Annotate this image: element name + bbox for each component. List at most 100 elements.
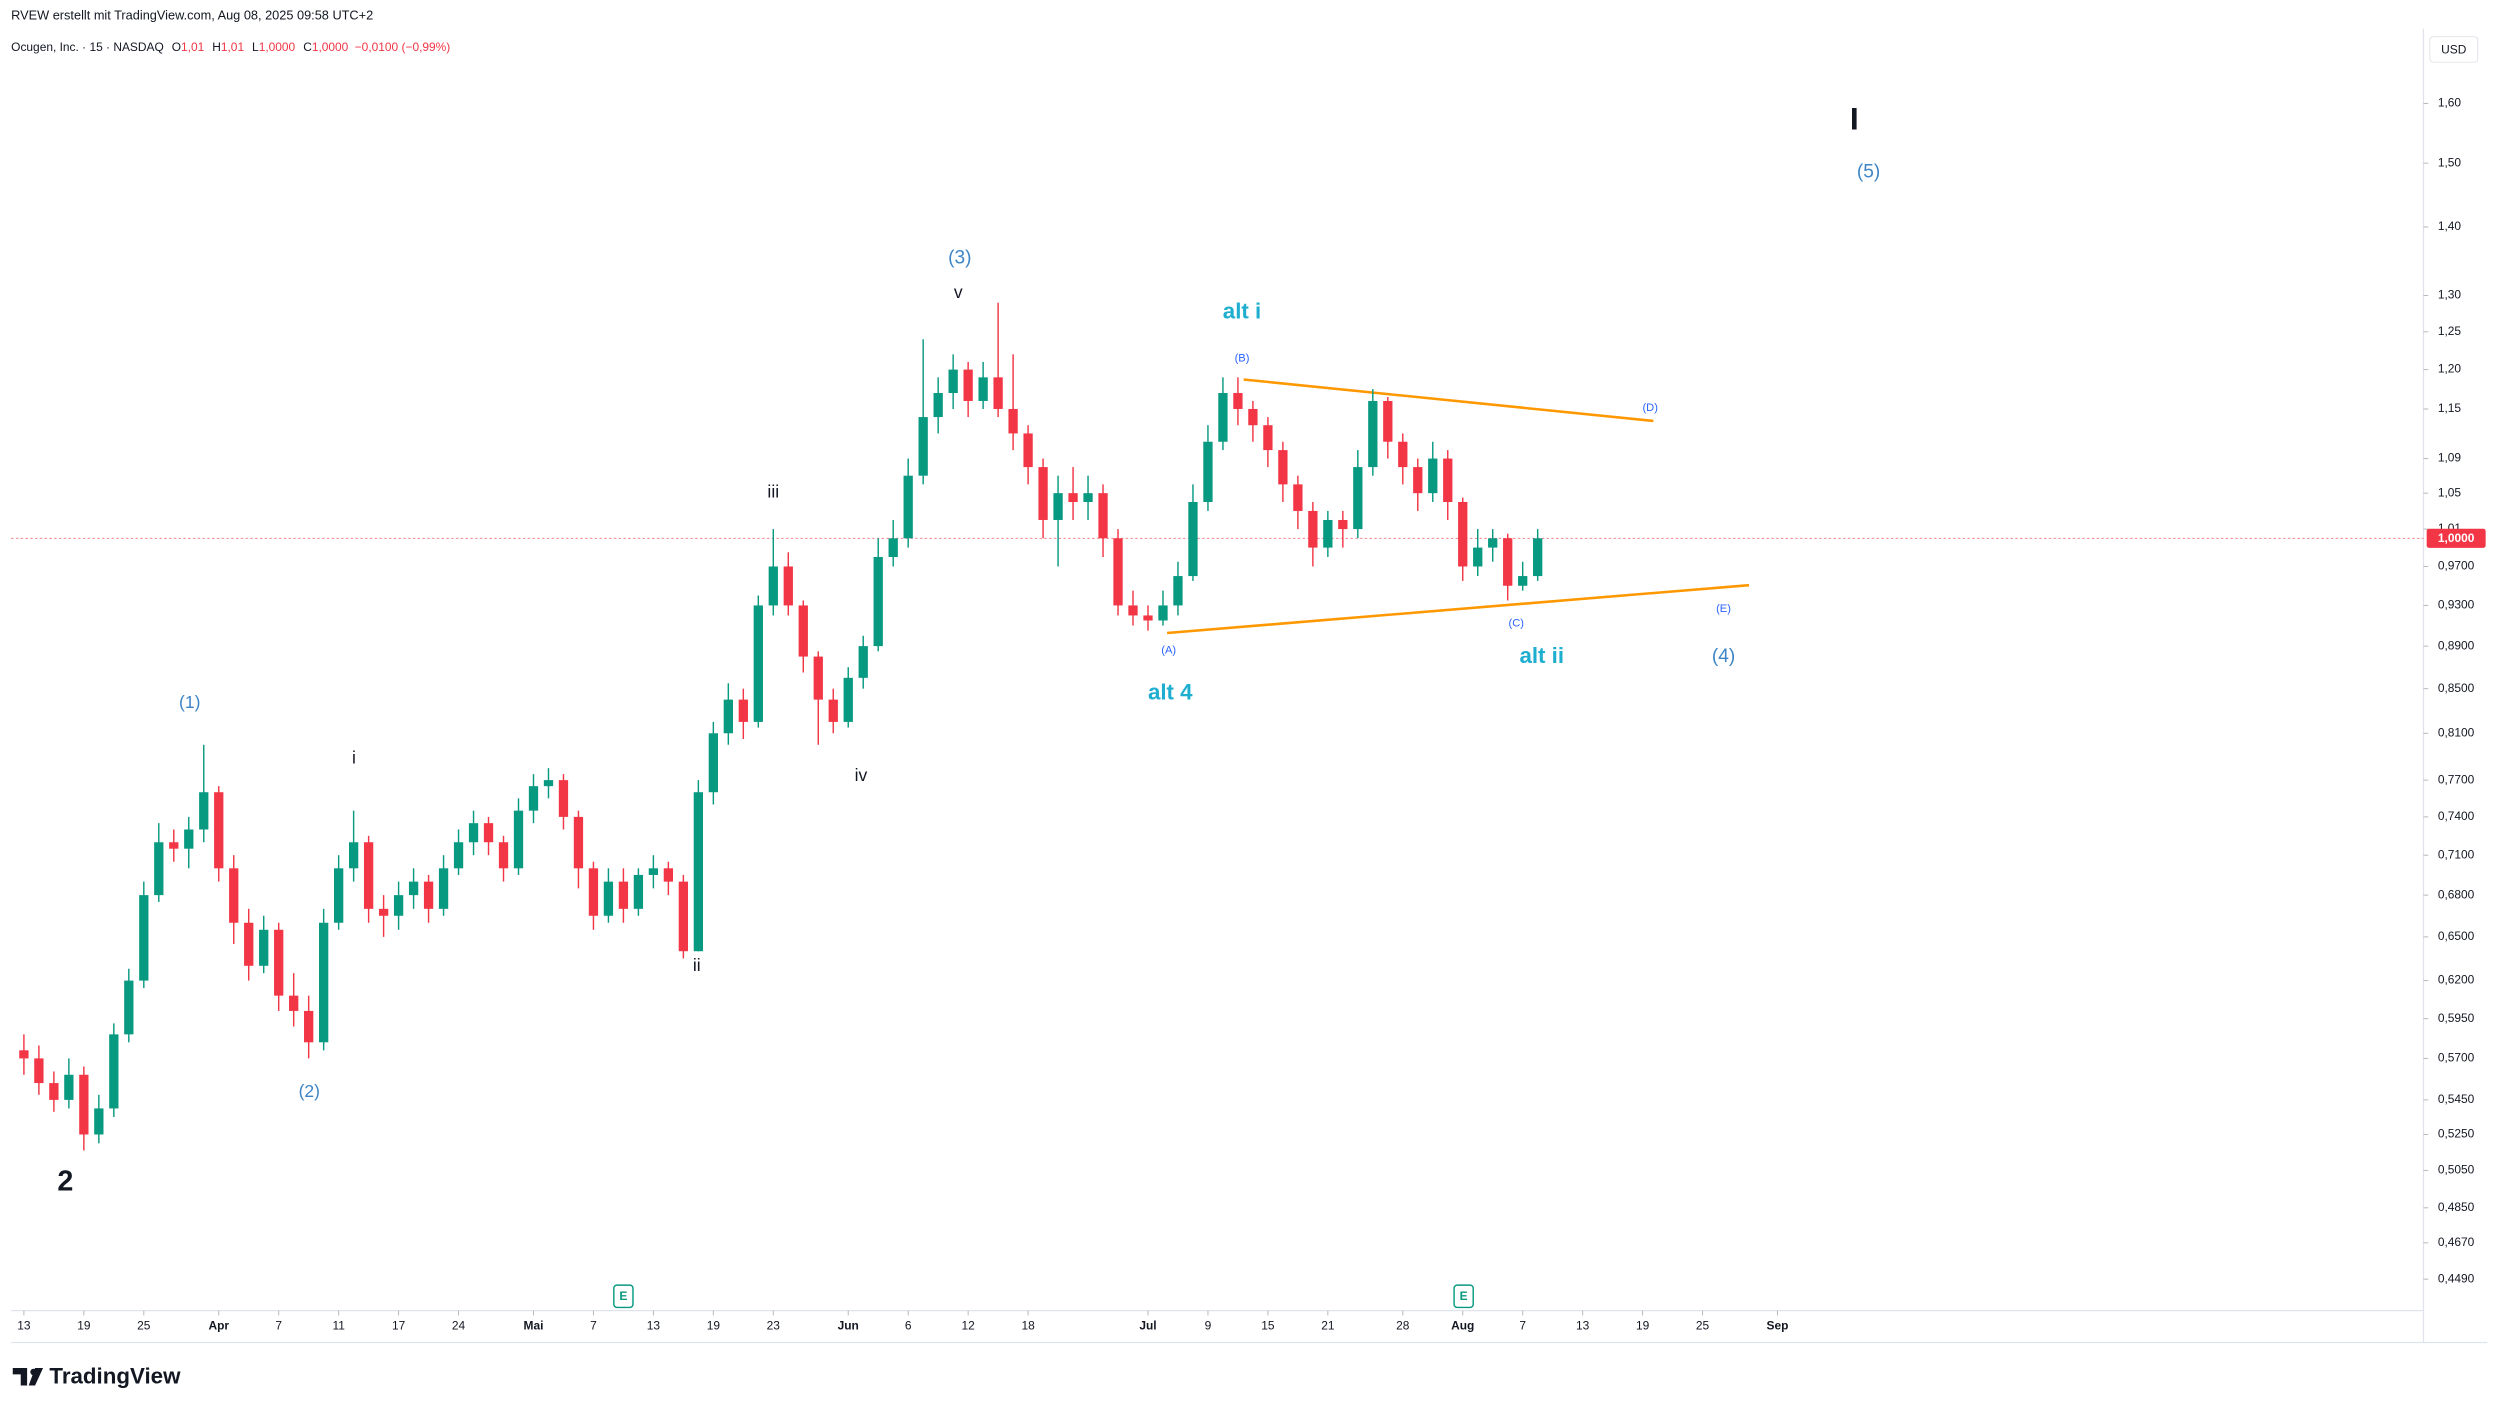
candle-body xyxy=(468,823,479,843)
candle-body xyxy=(1443,458,1453,503)
candle-body xyxy=(319,922,329,1043)
candle-body xyxy=(1473,547,1483,567)
wave-label: alt i xyxy=(1223,298,1261,323)
logo-dot xyxy=(30,1368,37,1376)
wave-label: (B) xyxy=(1235,353,1250,365)
candle-body xyxy=(1488,538,1498,548)
candle-body xyxy=(1383,400,1393,442)
candle-body xyxy=(1398,441,1408,468)
event-label: E xyxy=(619,1289,627,1303)
y-tick-label: 1,25 xyxy=(2438,324,2462,338)
x-tick-label: 19 xyxy=(77,1319,91,1333)
candle-body xyxy=(843,677,853,722)
candle-body xyxy=(438,868,449,909)
wave-label: i xyxy=(352,748,356,768)
candle-body xyxy=(49,1083,59,1100)
candle-body xyxy=(1518,576,1528,586)
candle-body xyxy=(169,842,179,849)
legend-change: −0,0100 (−0,99%) xyxy=(355,40,451,54)
candle-body xyxy=(1248,408,1258,426)
legend-key: H xyxy=(212,40,221,54)
candle-body xyxy=(423,881,434,909)
x-tick-label: 7 xyxy=(275,1319,282,1333)
y-tick-label: 0,7400 xyxy=(2438,809,2475,823)
legend-key: C xyxy=(303,40,312,54)
candle-body xyxy=(1173,576,1183,606)
event-badge xyxy=(1453,1284,1474,1309)
wave-label: (D) xyxy=(1642,402,1658,414)
x-tick-label: Apr xyxy=(208,1319,229,1333)
candle-body xyxy=(79,1074,89,1135)
y-tick-label: 1,09 xyxy=(2438,451,2462,465)
candle-body xyxy=(678,881,689,952)
candle-body xyxy=(1158,605,1168,621)
candle-body xyxy=(1278,450,1288,485)
candle-body xyxy=(453,842,464,869)
y-tick-label: 0,6800 xyxy=(2438,887,2475,901)
candle-body xyxy=(1293,484,1303,511)
candle-body xyxy=(1098,493,1108,539)
candle-body xyxy=(199,792,209,830)
x-tick-label: Jun xyxy=(838,1319,859,1333)
wave-label: (A) xyxy=(1161,644,1176,656)
y-tick-label: 0,8900 xyxy=(2438,638,2475,652)
candle-body xyxy=(648,868,659,875)
wave-label: (3) xyxy=(948,247,971,268)
logo: TradingView xyxy=(12,1363,181,1388)
x-tick-label: 19 xyxy=(1636,1319,1650,1333)
currency: USD xyxy=(2441,42,2467,56)
trendline xyxy=(1166,583,1750,635)
x-tick-label: 6 xyxy=(905,1319,912,1333)
candle-body xyxy=(34,1058,44,1084)
candle-body xyxy=(903,475,913,539)
x-tick-label: 24 xyxy=(452,1319,466,1333)
wave-label: (4) xyxy=(1712,646,1735,667)
candle-body xyxy=(723,699,733,734)
candle-body xyxy=(259,929,269,966)
candle-body xyxy=(393,895,404,916)
candle-body xyxy=(184,829,194,849)
x-tick-label: 7 xyxy=(1519,1319,1526,1333)
candle-body xyxy=(798,605,808,657)
legend-value: 1,0000 xyxy=(259,40,296,54)
y-tick-label: 0,5450 xyxy=(2438,1092,2475,1106)
y-tick-label: 0,5250 xyxy=(2438,1127,2475,1141)
candle-body xyxy=(708,733,718,793)
y-tick-label: 0,5700 xyxy=(2438,1051,2475,1065)
legend-value: 1,01 xyxy=(221,40,245,54)
candle-body xyxy=(154,842,164,896)
candle-body xyxy=(1128,605,1138,616)
wave-label: alt ii xyxy=(1519,643,1564,668)
wave-label: 2 xyxy=(57,1166,73,1198)
candle-body xyxy=(948,369,958,394)
candle-body xyxy=(1083,493,1093,503)
candle-body xyxy=(933,393,943,418)
candle-body xyxy=(588,868,599,916)
candle-body xyxy=(139,895,149,981)
candle-body xyxy=(918,417,928,476)
candle-body xyxy=(1038,467,1048,520)
y-tick-label: 0,7700 xyxy=(2438,772,2475,786)
y-tick-label: 0,6500 xyxy=(2438,929,2475,943)
y-tick-label: 0,6200 xyxy=(2438,973,2475,987)
candle-body xyxy=(1368,400,1378,468)
x-tick-label: 9 xyxy=(1205,1319,1212,1333)
candle-body xyxy=(1023,433,1033,468)
candle-body xyxy=(334,868,344,923)
candle-body xyxy=(64,1074,74,1100)
y-tick-label: 1,60 xyxy=(2438,96,2462,110)
x-tick-label: Sep xyxy=(1767,1319,1789,1333)
candle-body xyxy=(214,792,224,869)
logo-text: TradingView xyxy=(49,1363,181,1388)
candle-body xyxy=(363,842,374,909)
legend-key: O xyxy=(172,40,181,54)
candle-body xyxy=(304,1010,314,1043)
x-tick-label: 23 xyxy=(767,1319,781,1333)
y-tick-label: 0,5950 xyxy=(2438,1011,2475,1025)
legend: Ocugen, Inc. · 15 · NASDAQ O1,01 H1,01 L1,0… xyxy=(11,40,450,54)
candle-body xyxy=(663,868,674,882)
candle-body xyxy=(1188,502,1198,577)
